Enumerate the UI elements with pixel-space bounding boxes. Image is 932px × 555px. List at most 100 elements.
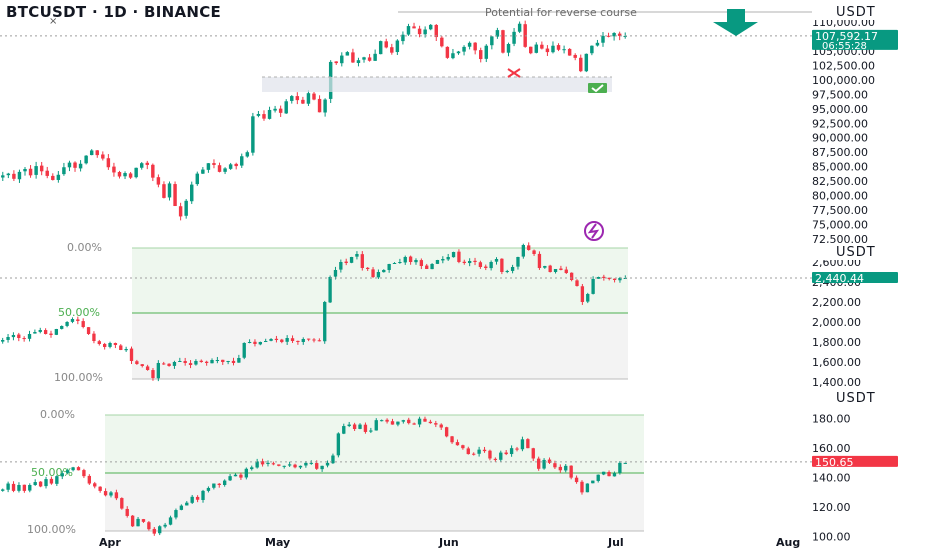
y-tick-label: 160.00 xyxy=(812,442,851,455)
candle-body xyxy=(564,465,568,471)
unit-label: USDT xyxy=(836,245,876,260)
candle-body xyxy=(277,464,281,466)
candle-body xyxy=(591,279,595,294)
y-tick-label: 140.00 xyxy=(812,472,851,485)
candle-body xyxy=(601,35,605,43)
y-tick-label: 100.00 xyxy=(812,531,851,544)
unit-label-bg xyxy=(812,243,908,260)
candle-body xyxy=(392,263,397,264)
candle-body xyxy=(585,483,590,493)
candle-body xyxy=(536,458,541,469)
support-zone xyxy=(262,77,612,92)
candle-body xyxy=(580,286,585,302)
candle-body xyxy=(93,483,97,487)
x-mark-stroke xyxy=(507,68,521,78)
candle-body xyxy=(371,269,375,277)
candle-body xyxy=(516,257,520,267)
candle-body xyxy=(145,162,149,165)
candle-body xyxy=(296,340,300,342)
y-tick-label: 87,500.00 xyxy=(812,146,868,159)
candle-body xyxy=(237,358,241,363)
candle-body xyxy=(342,426,346,434)
y-tick-label: 120.00 xyxy=(812,501,851,514)
last-price-value: 107,592.17 xyxy=(815,30,878,43)
candle-body xyxy=(217,483,221,485)
candle-body xyxy=(358,424,362,429)
unit-label-bg xyxy=(812,3,908,20)
candle-body xyxy=(269,339,273,341)
candle-body xyxy=(206,163,211,170)
candle-body xyxy=(76,319,80,321)
candle-body xyxy=(11,483,16,491)
candle-body xyxy=(482,449,487,452)
candle-body xyxy=(467,42,472,47)
candle-body xyxy=(97,341,101,344)
arrow-down-icon xyxy=(713,22,758,36)
candle-body xyxy=(505,271,509,272)
candle-body xyxy=(401,420,406,422)
candle-body xyxy=(103,343,107,347)
candle-body xyxy=(509,448,514,455)
candle-body xyxy=(84,155,88,164)
candle-body xyxy=(98,486,102,491)
candle-body xyxy=(280,339,284,342)
candle-body xyxy=(537,253,542,268)
candles-group xyxy=(1,20,627,221)
candle-body xyxy=(92,333,96,341)
last-price-value: 150.65 xyxy=(815,456,854,469)
candle-body xyxy=(17,485,21,491)
candle-body xyxy=(345,52,350,56)
candle-body xyxy=(382,270,386,273)
candle-body xyxy=(579,57,583,72)
candle-body xyxy=(461,445,465,449)
candle-body xyxy=(366,267,370,269)
candle-body xyxy=(580,481,584,493)
candle-body xyxy=(62,167,66,175)
candle-body xyxy=(553,269,558,272)
candle-body xyxy=(204,361,209,363)
candle-body xyxy=(23,168,27,172)
candle-body xyxy=(147,522,151,530)
y-tick-label: 102,500.00 xyxy=(812,59,875,72)
candle-body xyxy=(423,418,427,422)
candle-body xyxy=(34,166,38,175)
y-tick-label: 97,500.00 xyxy=(812,88,868,101)
candle-body xyxy=(369,430,373,432)
candle-body xyxy=(390,47,394,53)
candle-body xyxy=(45,170,49,176)
close-icon[interactable]: × xyxy=(49,16,57,27)
candle-body xyxy=(315,463,319,469)
candle-body xyxy=(384,41,388,48)
candle-body xyxy=(271,463,276,465)
candle-body xyxy=(22,484,27,491)
candle-body xyxy=(284,101,288,114)
candle-body xyxy=(184,200,188,216)
y-tick-label: 100,000.00 xyxy=(812,74,875,87)
x-tick-label: Jun xyxy=(438,536,459,549)
candle-body xyxy=(434,423,438,425)
candle-body xyxy=(264,341,268,342)
candle-body xyxy=(490,36,494,46)
y-tick-label: 77,500.00 xyxy=(812,204,868,217)
candle-body xyxy=(6,483,10,490)
candle-body xyxy=(325,462,330,466)
candle-body xyxy=(199,360,203,362)
annotations: Potential for reverse course xyxy=(262,6,812,241)
candle-body xyxy=(573,54,577,58)
lightning-badge-icon xyxy=(584,221,604,241)
candle-body xyxy=(484,45,489,59)
candle-body xyxy=(301,339,305,343)
candle-body xyxy=(103,491,108,496)
candle-body xyxy=(301,99,305,104)
price-pane-3: 0.00%50.00%100.00%180.00160.00140.00120.… xyxy=(0,389,908,544)
candle-body xyxy=(245,152,250,157)
candle-body xyxy=(441,259,445,261)
candle-body xyxy=(317,340,322,342)
candle-body xyxy=(273,108,277,111)
candle-body xyxy=(28,168,33,176)
candle-body xyxy=(430,264,434,270)
candle-body xyxy=(517,23,522,32)
candle-body xyxy=(495,30,500,37)
candle-body xyxy=(172,362,177,366)
